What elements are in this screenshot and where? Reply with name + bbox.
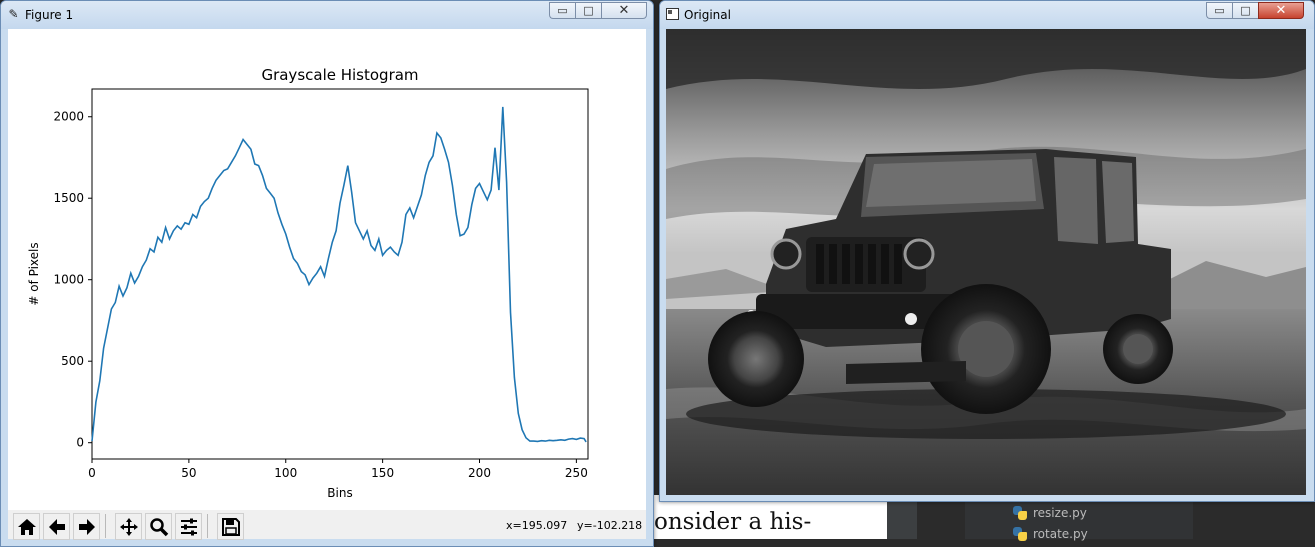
pan-icon [119, 517, 138, 536]
grayscale-jeep-image [666, 29, 1306, 495]
toolbar-separator [207, 514, 208, 538]
save-icon [221, 517, 240, 536]
image-titlebar[interactable]: Original ▭ □ ✕ [660, 1, 1314, 29]
figure-window: ✎ Figure 1 ▭ □ ✕ Grayscale Histogram Bin… [0, 0, 654, 547]
python-file-icon [1013, 527, 1027, 541]
zoom-button[interactable] [145, 513, 172, 540]
home-button[interactable] [13, 513, 40, 540]
ide-file-rotate[interactable]: rotate.py [1013, 525, 1088, 543]
home-icon [17, 518, 36, 535]
feather-icon: ✎ [8, 7, 19, 21]
figure-window-controls: ▭ □ ✕ [549, 2, 647, 19]
window-app-icon [666, 7, 679, 21]
x-tick-label: 250 [565, 466, 588, 480]
background-ide: resize.py rotate.py [917, 495, 1315, 541]
zoom-icon [149, 517, 168, 536]
maximize-button[interactable]: □ [1232, 2, 1258, 19]
back-icon [48, 518, 65, 535]
background-document: onsider a his- [652, 495, 887, 539]
x-tick-label: 200 [468, 466, 491, 480]
chart-title: Grayscale Histogram [261, 66, 418, 84]
toolbar-separator [105, 514, 106, 538]
python-file-icon [1013, 506, 1027, 520]
close-button[interactable]: ✕ [601, 2, 647, 19]
figure-window-title: Figure 1 [25, 8, 74, 22]
figure-canvas-area: Grayscale Histogram Bins # of Pixels 0 50… [8, 29, 646, 540]
minimize-button[interactable]: ▭ [1206, 2, 1232, 19]
figure-titlebar[interactable]: ✎ Figure 1 ▭ □ ✕ [1, 1, 653, 29]
x-tick-label: 150 [371, 466, 394, 480]
ide-file-label: rotate.py [1033, 527, 1088, 541]
forward-icon [78, 518, 95, 535]
save-button[interactable] [217, 513, 244, 540]
image-window-controls: ▭ □ ✕ [1206, 2, 1304, 19]
forward-button[interactable] [73, 513, 100, 540]
image-window-title: Original [684, 8, 731, 22]
matplotlib-toolbar: x=195.097 y=-102.218 [8, 510, 646, 540]
x-tick-label: 100 [274, 466, 297, 480]
back-button[interactable] [43, 513, 70, 540]
y-tick-label: 1000 [53, 273, 84, 287]
y-coordinate-readout: y=-102.218 [577, 519, 643, 532]
close-button[interactable]: ✕ [1258, 2, 1304, 19]
histogram-chart[interactable]: Grayscale Histogram Bins # of Pixels 0 50… [8, 29, 646, 510]
jeep-photo [666, 29, 1306, 495]
minimize-button[interactable]: ▭ [549, 2, 575, 19]
plot-frame [91, 88, 589, 460]
y-tick-label: 1500 [53, 191, 84, 205]
document-text: onsider a his- [654, 509, 812, 535]
x-coordinate-readout: x=195.097 [506, 519, 568, 532]
ide-project-panel [965, 495, 1193, 539]
ide-file-resize[interactable]: resize.py [1013, 504, 1087, 522]
x-tick-label: 0 [88, 466, 96, 480]
y-tick-label: 2000 [53, 110, 84, 124]
y-tick-label: 0 [76, 436, 84, 450]
y-axis-label: # of Pixels [27, 242, 41, 305]
ide-file-label: resize.py [1033, 506, 1087, 520]
original-image-window: Original ▭ □ ✕ [659, 0, 1315, 502]
configure-subplots-icon [180, 518, 197, 535]
x-tick-label: 50 [181, 466, 196, 480]
y-tick-label: 500 [61, 354, 84, 368]
maximize-button[interactable]: □ [575, 2, 601, 19]
configure-subplots-button[interactable] [175, 513, 202, 540]
x-axis-label: Bins [327, 486, 352, 500]
pan-button[interactable] [115, 513, 142, 540]
histogram-line [91, 106, 587, 443]
background-gap [887, 495, 917, 539]
axis-ticks: 0 50 100 150 200 250 0 500 1000 1500 2000 [53, 110, 587, 480]
